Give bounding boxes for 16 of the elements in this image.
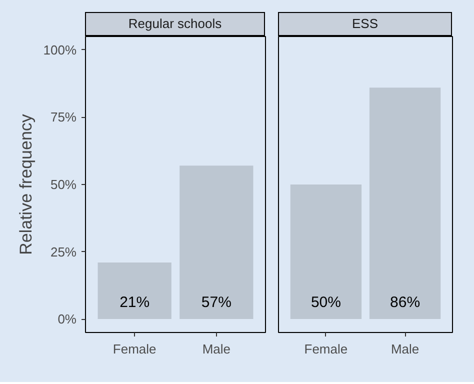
data-label: 50% [310, 294, 341, 312]
data-label: 21% [120, 294, 150, 312]
data-label: 57% [201, 294, 232, 312]
y-tick-label: 100% [43, 42, 77, 58]
y-axis-title: Relative frequency [16, 114, 36, 255]
x-tick-label: Female [304, 342, 348, 356]
chart-title: Regular schools [128, 15, 222, 33]
y-tick-label: 0% [58, 312, 77, 327]
x-tick-label: Female [112, 342, 156, 356]
x-tick-label: Male [202, 342, 231, 356]
y-tick-label: 75% [50, 110, 77, 125]
y-tick-label: 25% [50, 244, 77, 260]
y-tick-label: 50% [50, 177, 77, 192]
chart-title: ESS [352, 15, 378, 33]
x-tick-label: Male [390, 342, 420, 356]
data-label: 86% [390, 294, 420, 312]
